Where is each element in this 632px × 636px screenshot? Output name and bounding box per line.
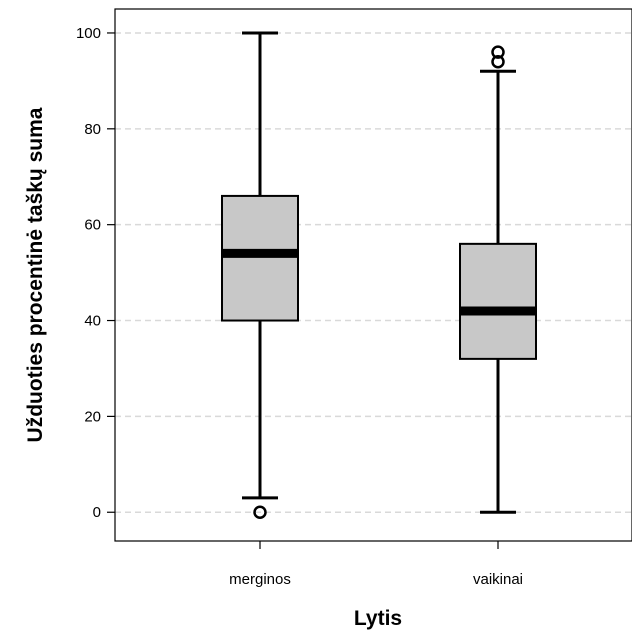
x-axis-title: Lytis bbox=[354, 607, 402, 630]
outlier-point bbox=[491, 54, 505, 69]
plot-frame bbox=[114, 8, 632, 542]
y-axis-ticks: 0 20 40 60 80 100 bbox=[76, 25, 115, 521]
iqr-box bbox=[459, 242, 537, 360]
gridlines bbox=[115, 32, 632, 513]
iqr-box bbox=[221, 194, 299, 322]
boxes bbox=[221, 31, 537, 519]
x-tick-label: vaikinai bbox=[473, 571, 523, 588]
x-tick-label: merginos bbox=[229, 571, 291, 588]
y-tick-label: 20 bbox=[84, 408, 101, 425]
y-tick-label: 0 bbox=[93, 504, 101, 521]
y-axis-title: Užduoties procentinė taškų suma bbox=[24, 107, 47, 442]
y-tick-label: 60 bbox=[84, 217, 101, 234]
outlier-point bbox=[491, 45, 505, 59]
y-tick-label: 100 bbox=[76, 25, 101, 42]
y-tick-label: 40 bbox=[84, 313, 101, 330]
box-vaikinai bbox=[459, 45, 537, 514]
outlier-point bbox=[253, 505, 267, 519]
x-axis-ticks: merginos vaikinai bbox=[229, 541, 523, 588]
box-merginos bbox=[221, 31, 299, 519]
y-tick-label: 80 bbox=[84, 121, 101, 138]
